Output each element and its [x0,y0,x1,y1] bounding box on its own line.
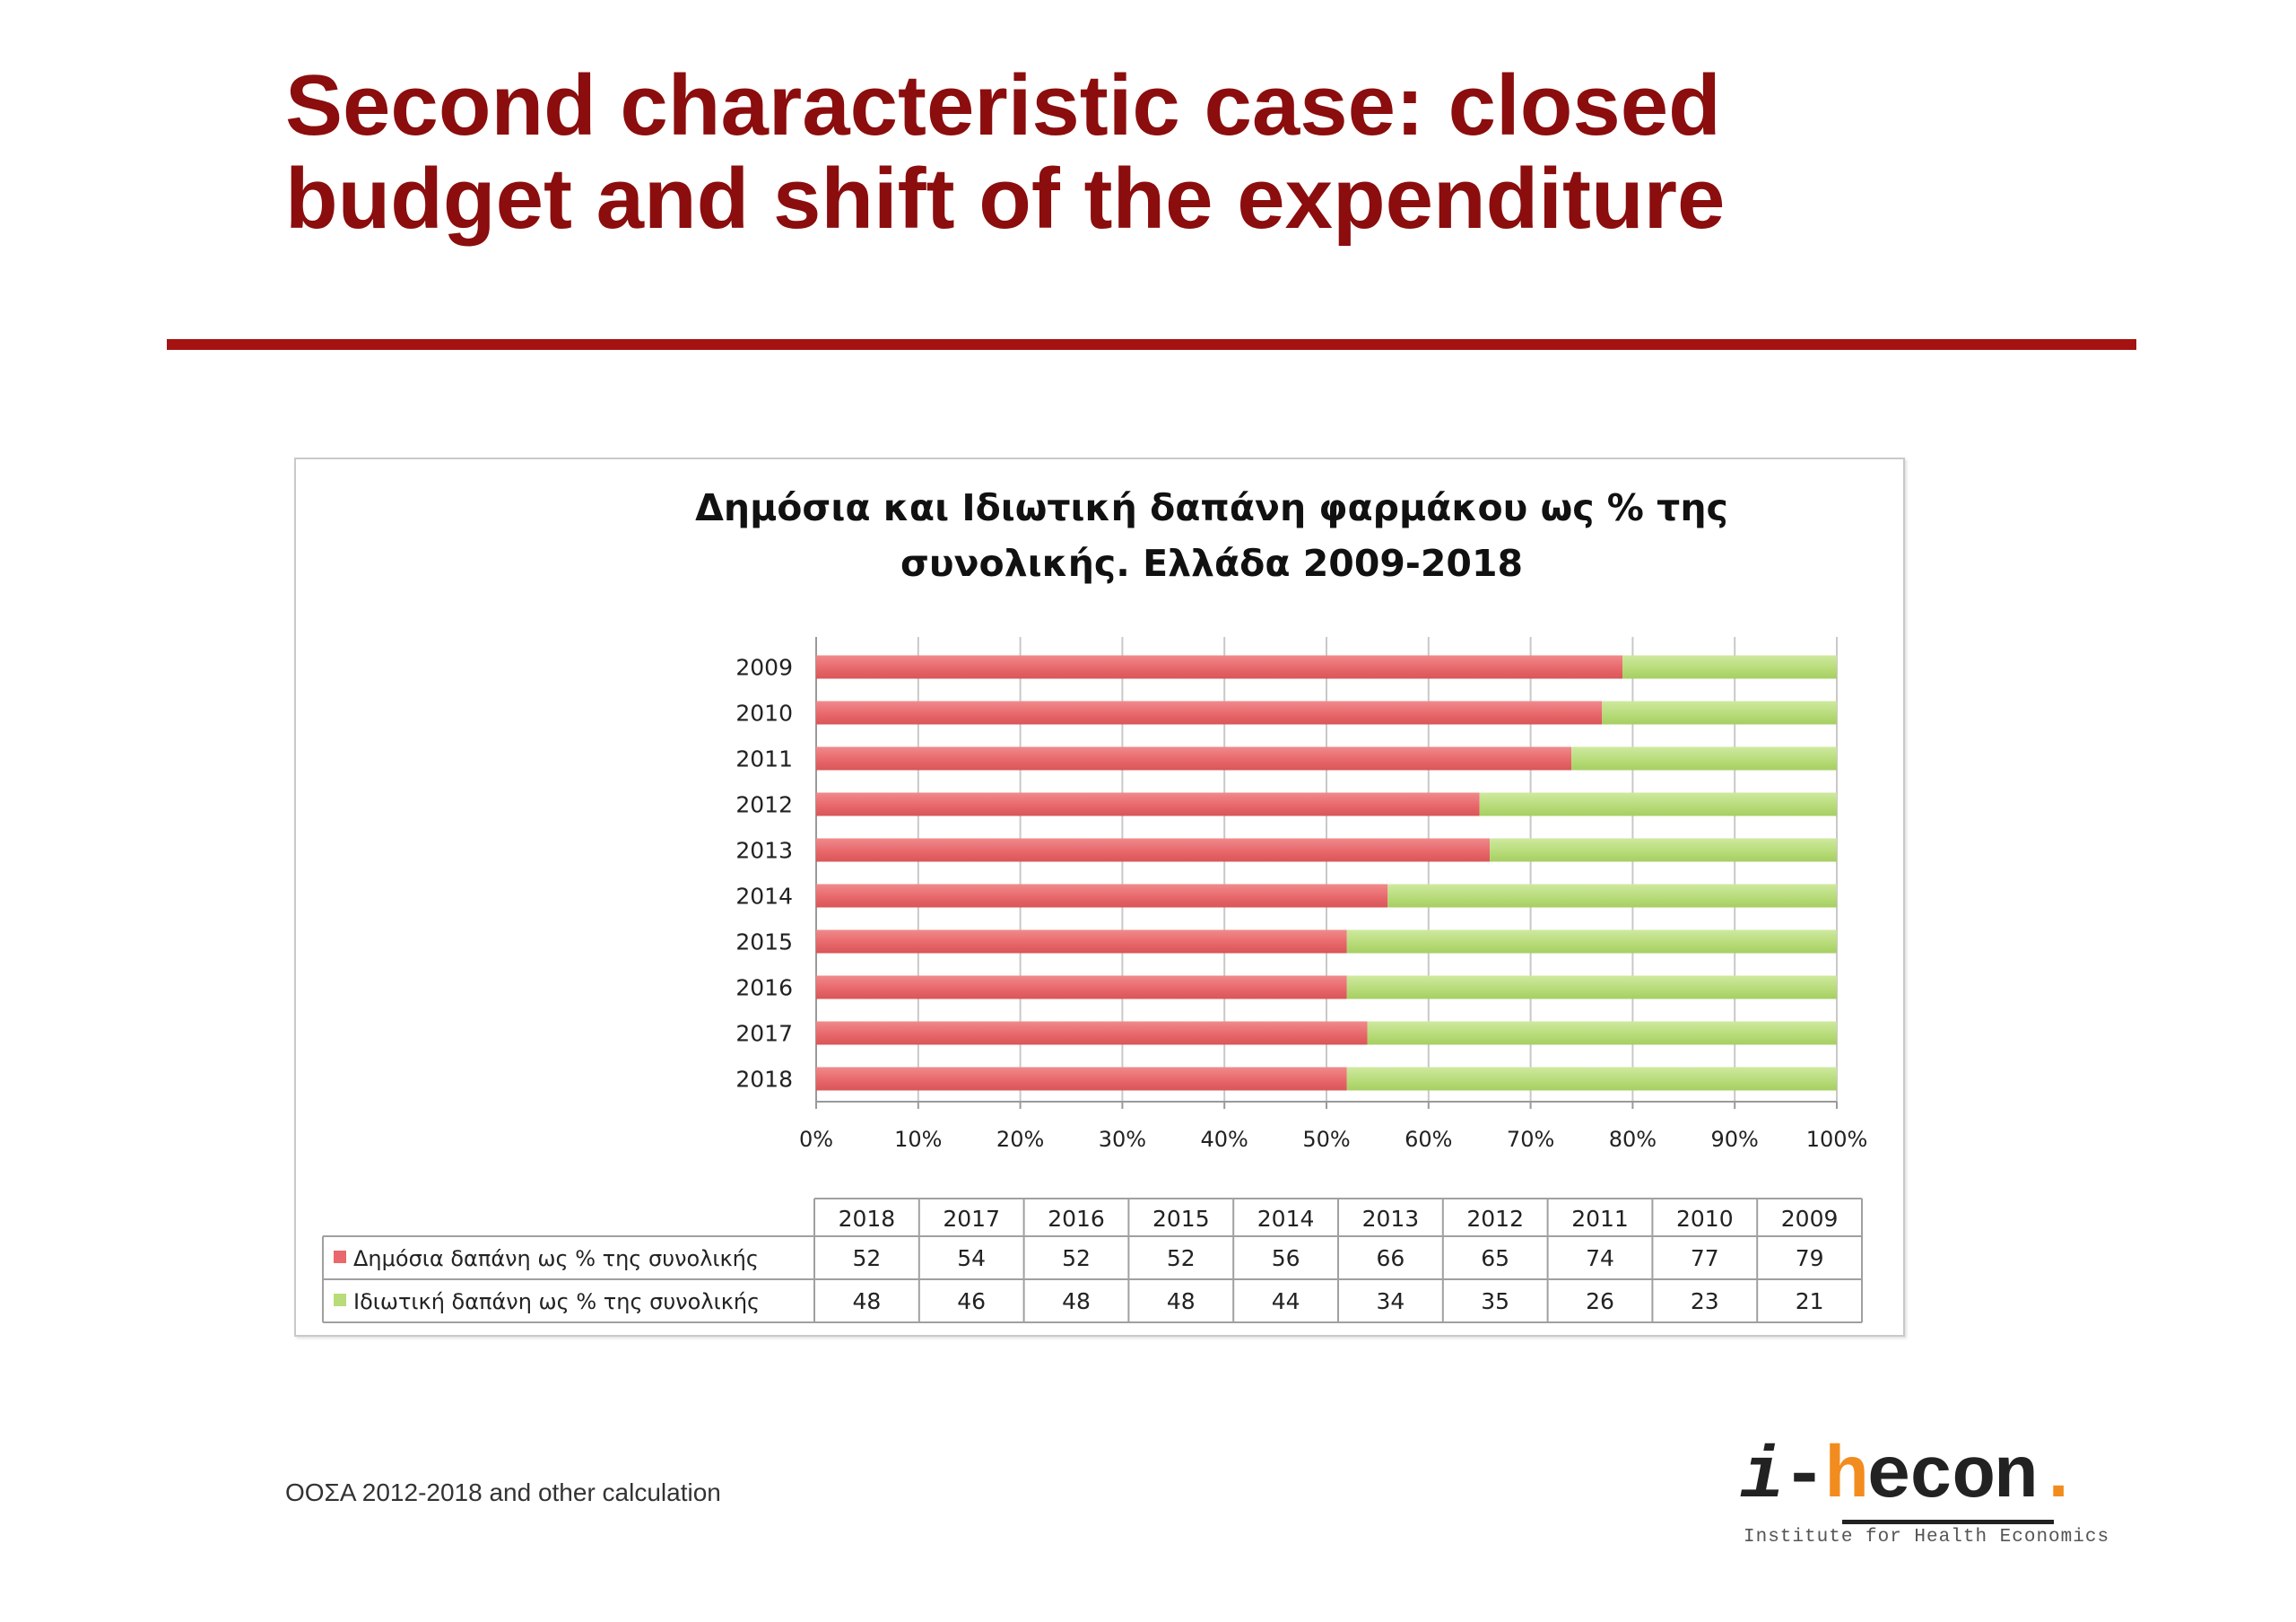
bar-public [816,884,1388,908]
x-tick-label: 50% [1302,1127,1350,1152]
table-value-cell: 48 [1062,1288,1091,1314]
bar-private [1387,884,1837,908]
x-tick-label: 90% [1711,1127,1759,1152]
table-value-cell: 23 [1691,1288,1719,1314]
bar-public [816,701,1603,725]
table-value-cell: 34 [1376,1288,1405,1314]
bar-public [816,1067,1347,1091]
table-header-cell: 2010 [1676,1206,1734,1232]
y-tick-label: 2012 [735,792,793,818]
table-value-cell: 52 [852,1245,881,1271]
table-value-cell: 74 [1586,1245,1614,1271]
table-value-cell: 21 [1796,1288,1824,1314]
table-value-cell: 77 [1691,1245,1719,1271]
legend-key-public [334,1251,346,1263]
y-tick-label: 2015 [735,929,793,955]
x-tick-label: 60% [1405,1127,1452,1152]
y-tick-label: 2018 [735,1067,793,1093]
table-value-cell: 52 [1167,1245,1196,1271]
y-tick-label: 2016 [735,975,793,1001]
table-header-cell: 2009 [1781,1206,1839,1232]
bar-public [816,655,1623,679]
bar-private [1346,975,1837,999]
bar-public [816,746,1572,771]
table-header-cell: 2017 [943,1206,1000,1232]
table-header-cell: 2013 [1362,1206,1420,1232]
table-header-cell: 2012 [1466,1206,1524,1232]
stacked-bar-chart: Δημόσια και Ιδιωτική δαπάνη φαρμάκου ως … [322,486,1867,1323]
y-tick-label: 2010 [735,701,793,727]
chart-title-line-1: Δημόσια και Ιδιωτική δαπάνη φαρμάκου ως … [695,486,1728,529]
table-value-cell: 79 [1796,1245,1824,1271]
table-value-cell: 46 [957,1288,986,1314]
x-tick-label: 20% [996,1127,1044,1152]
logo-wordmark: i-hecon. [1740,1435,2081,1519]
x-tick-label: 40% [1201,1127,1248,1152]
bar-private [1490,838,1837,862]
x-tick-label: 10% [894,1127,942,1152]
bar-public [816,792,1480,816]
table-value-cell: 56 [1272,1245,1300,1271]
table-value-cell: 35 [1481,1288,1509,1314]
table-value-cell: 52 [1062,1245,1091,1271]
x-tick-label: 70% [1507,1127,1554,1152]
table-header-cell: 2018 [839,1206,896,1232]
table-value-cell: 65 [1481,1245,1509,1271]
bar-private [1571,746,1837,771]
table-header-cell: 2016 [1048,1206,1105,1232]
data-table: 2018 2017 2016 2015 2014 2013 2012 2011 2010 2009… [322,1198,1863,1323]
bar-private [1622,655,1837,679]
legend-label-private: Ιδιωτική δαπάνη ως % της συνολικής [353,1289,760,1314]
legend-key-private [334,1294,346,1306]
bar-private [1479,792,1837,816]
chart-frame: Δημόσια και Ιδιωτική δαπάνη φαρμάκου ως … [294,458,1905,1337]
bar-private [1346,929,1837,954]
table-value-cell: 26 [1586,1288,1614,1314]
table-value-cell: 48 [1167,1288,1196,1314]
bar-private [1346,1067,1837,1091]
bar-private [1367,1021,1837,1045]
bar-public [816,975,1347,999]
bar-public [816,929,1347,954]
y-tick-label: 2009 [735,655,793,681]
title-divider [167,339,2136,350]
i-hecon-logo: i-hecon. Institute for Health Economics [1740,1437,2135,1554]
chart-title-line-2: συνολικής. Ελλάδα 2009-2018 [900,542,1523,585]
logo-tagline: Institute for Health Economics [1744,1527,2110,1548]
slide-title: Second characteristic case: closed budge… [285,57,1726,247]
y-tick-label: 2017 [735,1021,793,1047]
table-header-cell: 2011 [1571,1206,1629,1232]
plot-area: 0% 10% 20% 30% 40% 50% 60% 70% 80% 90% 100% 2009 201… [735,637,1867,1152]
table-header-cell: 2014 [1257,1206,1315,1232]
table-value-cell: 54 [957,1245,986,1271]
table-header-cell: 2015 [1152,1206,1210,1232]
bar-private [1602,701,1837,725]
x-tick-label: 80% [1609,1127,1657,1152]
table-value-cell: 66 [1376,1245,1405,1271]
table-value-cell: 48 [852,1288,881,1314]
y-tick-label: 2013 [735,838,793,864]
x-tick-label: 0% [799,1127,833,1152]
bar-public [816,838,1491,862]
legend-label-public: Δημόσια δαπάνη ως % της συνολικής [353,1246,759,1271]
x-tick-label: 100% [1806,1127,1868,1152]
bar-public [816,1021,1368,1045]
logo-underline [1842,1520,2054,1524]
y-tick-label: 2011 [735,746,793,772]
x-tick-label: 30% [1099,1127,1146,1152]
y-tick-label: 2014 [735,884,793,910]
source-note: ΟΟΣΑ 2012-2018 and other calculation [285,1478,721,1506]
table-value-cell: 44 [1272,1288,1300,1314]
